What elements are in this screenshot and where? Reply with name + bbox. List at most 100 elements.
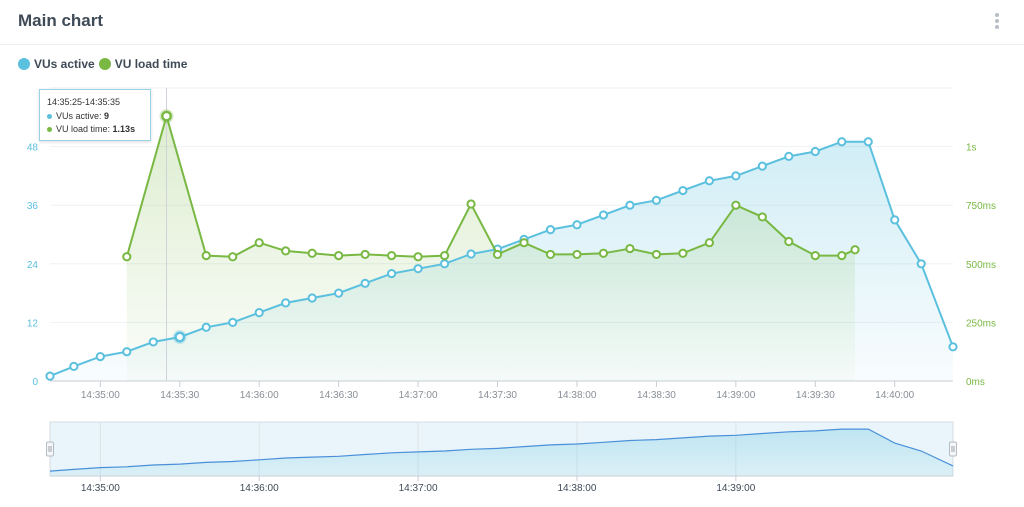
vus-hover-point[interactable] xyxy=(174,331,186,343)
load-point[interactable] xyxy=(387,250,397,261)
vus-point[interactable] xyxy=(731,171,741,181)
y-left-tick-label: 48 xyxy=(27,143,39,154)
load-point[interactable] xyxy=(281,246,291,256)
navigator-area xyxy=(50,429,953,476)
load-point[interactable] xyxy=(651,249,662,260)
x-tick-label: 14:39:00 xyxy=(716,390,755,401)
legend-item-vus-active[interactable]: VUs active xyxy=(18,57,95,71)
vus-point[interactable] xyxy=(545,225,556,235)
load-point[interactable] xyxy=(810,250,820,261)
navigator-handle-right[interactable] xyxy=(949,441,957,457)
vus-point[interactable] xyxy=(466,249,476,259)
vus-point[interactable] xyxy=(69,361,79,371)
vus-point[interactable] xyxy=(651,195,662,205)
load-point[interactable] xyxy=(598,248,609,258)
vus-point[interactable] xyxy=(598,210,609,220)
tooltip-vus-label: VUs active: xyxy=(56,111,102,121)
load-point[interactable] xyxy=(625,243,635,254)
series-vu-load-time[interactable] xyxy=(122,109,860,262)
vus-point[interactable] xyxy=(810,146,820,157)
vus-point[interactable] xyxy=(228,317,238,327)
vus-point[interactable] xyxy=(863,137,873,147)
vus-point[interactable] xyxy=(307,293,317,303)
vus-point[interactable] xyxy=(95,351,105,362)
legend-item-vu-load-time[interactable]: VU load time xyxy=(98,57,188,71)
vertical-dots-icon[interactable] xyxy=(990,12,1004,32)
tooltip-dot-load-icon xyxy=(47,126,52,132)
load-point[interactable] xyxy=(572,249,582,260)
vus-point[interactable] xyxy=(572,220,582,230)
load-point[interactable] xyxy=(334,250,344,261)
load-point[interactable] xyxy=(228,252,238,262)
load-hover-point[interactable] xyxy=(161,110,172,122)
y-left-tick-label: 24 xyxy=(27,260,39,271)
x-tick-label: 14:37:30 xyxy=(478,390,517,401)
x-tick-label: 14:36:30 xyxy=(319,390,358,401)
vus-point[interactable] xyxy=(201,322,211,332)
vus-point[interactable] xyxy=(784,151,794,161)
series-vus-active[interactable] xyxy=(45,137,958,381)
load-point[interactable] xyxy=(731,200,741,210)
y-axis-left: 0 12 24 36 48 xyxy=(27,143,39,388)
load-point[interactable] xyxy=(837,250,847,261)
navigator-handle-left[interactable] xyxy=(46,441,54,457)
tooltip-dot-vus-icon xyxy=(47,113,52,119)
x-tick-label: 14:40:00 xyxy=(875,390,914,401)
vus-point[interactable] xyxy=(122,347,132,357)
y-axis-right: 0ms 250ms 500ms 750ms 1s xyxy=(966,143,996,388)
vus-point[interactable] xyxy=(413,264,423,274)
legend-label-vus: VUs active xyxy=(34,57,95,71)
chart-legend: VUs active VU load time xyxy=(18,56,191,72)
load-point[interactable] xyxy=(757,212,767,222)
load-point[interactable] xyxy=(201,250,211,261)
navigator-line xyxy=(49,428,954,472)
load-point[interactable] xyxy=(545,249,556,260)
vus-point[interactable] xyxy=(757,161,767,171)
load-point[interactable] xyxy=(492,249,503,260)
load-point[interactable] xyxy=(122,252,132,262)
load-point[interactable] xyxy=(519,238,529,248)
load-area xyxy=(126,116,856,381)
load-point[interactable] xyxy=(439,250,450,261)
load-line xyxy=(125,112,856,258)
vus-point[interactable] xyxy=(254,308,264,318)
legend-label-load: VU load time xyxy=(114,57,188,71)
vus-point[interactable] xyxy=(890,215,900,225)
load-point[interactable] xyxy=(360,249,370,260)
vus-point[interactable] xyxy=(678,185,688,196)
vus-point[interactable] xyxy=(334,288,344,298)
tooltip-load-label: VU load time: xyxy=(56,124,111,134)
y-left-tick-label: 0 xyxy=(32,377,38,388)
vus-point[interactable] xyxy=(837,137,847,147)
load-point[interactable] xyxy=(254,238,264,248)
vus-point[interactable] xyxy=(387,268,397,279)
load-point[interactable] xyxy=(784,236,794,247)
y-right-tick-label: 250ms xyxy=(966,318,996,329)
x-tick-label: 14:36:00 xyxy=(240,390,279,401)
y-left-tick-label: 36 xyxy=(27,201,39,212)
tooltip-time: 14:35:25-14:35:35 xyxy=(47,97,121,107)
navigator-tick-label: 14:36:00 xyxy=(240,483,279,494)
vus-point[interactable] xyxy=(281,298,291,308)
load-point[interactable] xyxy=(704,238,714,248)
load-point[interactable] xyxy=(678,248,688,258)
vus-point[interactable] xyxy=(704,176,714,186)
navigator-tick-label: 14:38:00 xyxy=(558,483,597,494)
vus-point[interactable] xyxy=(916,259,926,269)
chart-header: Main chart xyxy=(0,0,1024,45)
series-areas xyxy=(50,116,953,381)
load-point[interactable] xyxy=(850,245,860,255)
load-point[interactable] xyxy=(466,199,476,209)
tooltip-load-value: 1.13s xyxy=(112,124,136,134)
vus-point[interactable] xyxy=(45,371,55,381)
vus-point[interactable] xyxy=(625,200,635,210)
load-point[interactable] xyxy=(413,252,423,262)
vus-point[interactable] xyxy=(360,278,370,288)
navigator-tick-label: 14:35:00 xyxy=(81,483,120,494)
vus-point[interactable] xyxy=(439,259,450,269)
load-point[interactable] xyxy=(307,248,317,258)
vus-point[interactable] xyxy=(148,337,158,347)
range-navigator[interactable]: 14:35:00 14:36:00 14:37:00 14:38:00 14:39:00 xyxy=(46,421,957,494)
vus-point[interactable] xyxy=(948,342,958,352)
